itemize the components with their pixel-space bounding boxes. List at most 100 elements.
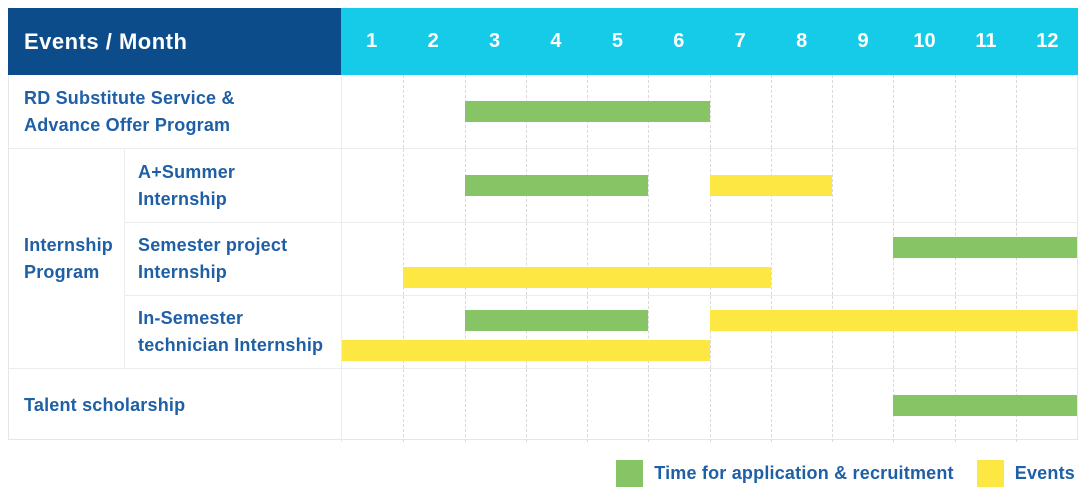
month-gridline <box>648 296 650 368</box>
month-gridline <box>587 223 588 295</box>
month-gridline <box>954 296 956 368</box>
legend-label: Events <box>1014 463 1075 483</box>
month-label: 3 <box>488 30 501 52</box>
legend-item-event: Events <box>976 460 1075 487</box>
row-label-cell: Talent scholarship <box>9 369 342 442</box>
row-label-line: Internship <box>138 188 228 209</box>
month-gridline <box>893 149 895 222</box>
gantt-bar-event <box>342 340 710 361</box>
table-section: Internship Program A+Summer Internship Semes… <box>9 148 1077 368</box>
month-gridline <box>587 369 588 442</box>
month-gridline <box>832 223 833 295</box>
month-gridline <box>709 75 711 148</box>
gantt-bar-event <box>403 267 771 288</box>
month-gridline <box>1015 296 1017 368</box>
month-gridline <box>770 75 772 148</box>
month-gridline <box>709 296 711 368</box>
event-row: A+Summer Internship <box>125 149 1077 222</box>
month-gridline <box>832 296 833 368</box>
month-label: 2 <box>427 30 439 52</box>
event-row: Talent scholarship <box>9 369 1077 442</box>
month-gridline <box>709 223 711 295</box>
section-rows: A+Summer Internship Semester project Intern… <box>125 149 1077 368</box>
header-title-cell: Events / Month <box>8 8 341 75</box>
month-gridline <box>1015 149 1017 222</box>
month-gridline <box>954 223 956 295</box>
row-chart <box>342 223 1077 295</box>
month-label: 5 <box>611 30 623 52</box>
table-section: RD Substitute Service & Advance Offer Pro… <box>9 75 1077 148</box>
row-label-cell: In-Semester technician Internship <box>125 296 342 368</box>
month-label: 8 <box>796 30 808 52</box>
month-label: 11 <box>975 30 997 52</box>
table-header: Events / Month 1 2 3 4 5 6 7 8 9 10 11 12 <box>8 8 1078 75</box>
legend-item-application: Time for application & recruitment <box>616 460 954 487</box>
month-label: 4 <box>550 30 562 52</box>
month-gridline <box>709 369 711 442</box>
months-row: 1 2 3 4 5 6 7 8 9 10 11 12 <box>341 8 1078 75</box>
month-gridline <box>832 149 833 222</box>
table-section: Talent scholarship <box>9 368 1077 442</box>
month-gridline <box>403 223 405 295</box>
row-label-line: Advance Offer Program <box>24 114 231 135</box>
legend-label: Time for application & recruitment <box>654 463 954 483</box>
month-gridline <box>403 75 405 148</box>
gantt-bar-application <box>893 395 1077 416</box>
month-gridline <box>587 296 588 368</box>
gantt-bar-application <box>464 101 710 122</box>
section-rows: Talent scholarship <box>9 369 1077 442</box>
month-gridline <box>832 75 833 148</box>
month-gridline <box>648 149 650 222</box>
month-gridline <box>525 369 527 442</box>
row-label-cell: A+Summer Internship <box>125 149 342 222</box>
event-row: Semester project Internship <box>125 222 1077 295</box>
month-gridline <box>770 369 772 442</box>
month-gridline <box>1015 223 1017 295</box>
event-row: In-Semester technician Internship <box>125 295 1077 368</box>
month-label: 12 <box>1036 30 1059 52</box>
row-label-line: Internship <box>138 262 228 282</box>
group-label-line: Internship <box>24 234 114 255</box>
event-row: RD Substitute Service & Advance Offer Pro… <box>9 75 1077 148</box>
month-label: 9 <box>857 30 869 52</box>
row-label-line: technician Internship <box>138 335 324 355</box>
row-label-line: Talent scholarship <box>24 395 186 415</box>
row-label-cell: Semester project Internship <box>125 223 342 295</box>
legend-swatch-application <box>616 460 644 487</box>
month-gridline <box>464 296 466 368</box>
month-gridline <box>525 296 527 368</box>
gantt-bar-application <box>464 310 649 331</box>
row-chart <box>342 296 1077 368</box>
month-gridline <box>893 296 895 368</box>
legend: Time for application & recruitment Events <box>616 460 1075 487</box>
gantt-bar-event <box>709 175 832 196</box>
row-label-line: Semester project <box>138 235 288 255</box>
row-chart <box>342 149 1077 222</box>
row-label-line: A+Summer <box>138 161 236 182</box>
month-gridline <box>954 149 956 222</box>
month-label: 6 <box>673 30 685 52</box>
gantt-bar-application <box>464 175 649 196</box>
month-gridline <box>403 149 405 222</box>
month-gridline <box>770 296 772 368</box>
group-label-line: Program <box>24 261 100 282</box>
legend-swatch-event <box>976 460 1004 487</box>
month-label: 10 <box>913 30 936 52</box>
month-gridline <box>832 369 833 442</box>
events-month-table: Events / Month 1 2 3 4 5 6 7 8 9 10 11 12 RD Substi… <box>8 8 1078 442</box>
month-gridline <box>403 369 405 442</box>
row-chart <box>342 75 1077 148</box>
month-gridline <box>464 223 466 295</box>
month-gridline <box>770 223 772 295</box>
month-label: 1 <box>366 30 378 52</box>
table-body: RD Substitute Service & Advance Offer Pro… <box>8 75 1078 442</box>
month-gridline <box>893 223 895 295</box>
row-label-line: RD Substitute Service & <box>24 87 235 108</box>
month-gridline <box>403 296 405 368</box>
group-label-cell: Internship Program <box>9 149 125 368</box>
month-gridline <box>893 75 895 148</box>
row-chart <box>342 369 1077 442</box>
row-label-line: In-Semester <box>138 308 244 328</box>
month-gridline <box>648 369 650 442</box>
